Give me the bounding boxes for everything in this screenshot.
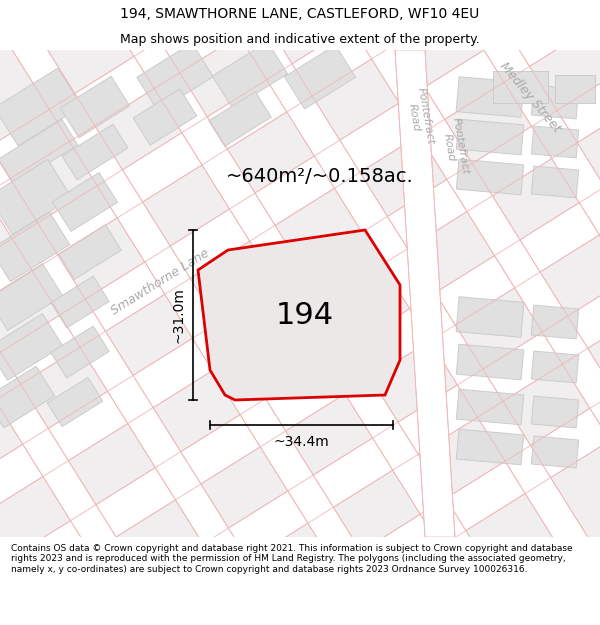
Bar <box>51 326 109 378</box>
Text: Pontefract
Road: Pontefract Road <box>439 117 470 178</box>
Polygon shape <box>0 0 600 475</box>
Bar <box>457 159 524 195</box>
Bar <box>555 75 595 103</box>
Bar <box>47 378 103 427</box>
Bar <box>457 344 524 380</box>
Bar <box>59 225 121 279</box>
Bar <box>532 351 578 383</box>
Polygon shape <box>0 112 600 625</box>
Text: Map shows position and indicative extent of the property.: Map shows position and indicative extent… <box>120 32 480 46</box>
Bar <box>457 429 524 465</box>
Text: 194, SMAWTHORNE LANE, CASTLEFORD, WF10 4EU: 194, SMAWTHORNE LANE, CASTLEFORD, WF10 4… <box>121 7 479 21</box>
Polygon shape <box>0 0 600 399</box>
Bar <box>457 389 524 425</box>
Bar <box>532 126 578 158</box>
Polygon shape <box>0 0 461 625</box>
Bar <box>137 43 213 111</box>
Bar <box>531 85 579 119</box>
Bar <box>0 314 62 381</box>
Bar <box>456 77 524 118</box>
Text: Smawthorne Lane: Smawthorne Lane <box>109 246 211 318</box>
Polygon shape <box>0 0 600 551</box>
Text: Pontefract
Road: Pontefract Road <box>404 87 436 148</box>
Polygon shape <box>395 50 455 537</box>
Bar <box>212 42 287 108</box>
Bar <box>209 92 271 146</box>
Polygon shape <box>0 36 600 625</box>
Polygon shape <box>0 0 376 625</box>
Bar <box>532 396 578 428</box>
Bar <box>456 297 524 338</box>
Bar <box>0 264 62 331</box>
Text: ~640m²/~0.158ac.: ~640m²/~0.158ac. <box>226 168 414 186</box>
Bar <box>532 436 578 468</box>
Text: ~31.0m: ~31.0m <box>171 287 185 343</box>
Text: 194: 194 <box>276 301 334 329</box>
Bar <box>0 68 82 146</box>
Polygon shape <box>139 0 600 625</box>
Bar <box>493 71 548 103</box>
Bar <box>60 76 130 138</box>
Bar <box>532 166 578 198</box>
Bar <box>235 255 365 375</box>
Bar <box>62 124 128 180</box>
Polygon shape <box>54 0 600 625</box>
Bar <box>0 159 71 234</box>
Text: ~34.4m: ~34.4m <box>274 435 329 449</box>
Bar <box>531 305 579 339</box>
Polygon shape <box>198 230 400 400</box>
Text: Contains OS data © Crown copyright and database right 2021. This information is : Contains OS data © Crown copyright and d… <box>11 544 572 574</box>
Polygon shape <box>224 0 600 625</box>
Bar <box>0 366 55 428</box>
Bar <box>457 119 524 155</box>
Bar <box>133 89 197 145</box>
Text: Medley Street: Medley Street <box>497 59 563 134</box>
Bar <box>284 45 356 109</box>
Polygon shape <box>0 0 546 625</box>
Bar <box>0 119 78 184</box>
Bar <box>52 173 118 231</box>
Polygon shape <box>0 188 600 625</box>
Bar <box>51 276 109 328</box>
Bar <box>0 213 70 282</box>
